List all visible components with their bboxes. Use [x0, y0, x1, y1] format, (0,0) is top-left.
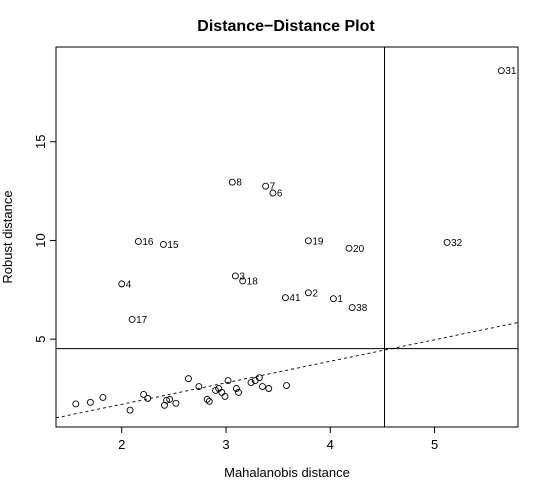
- point-label: 41: [289, 293, 301, 304]
- labeled-data-point: [304, 289, 312, 297]
- point-label: 1: [337, 294, 343, 305]
- labeled-data-point: [281, 294, 289, 302]
- data-point: [72, 400, 80, 408]
- point-label: 8: [236, 178, 242, 189]
- labeled-data-point: [443, 238, 451, 246]
- data-point: [224, 377, 232, 385]
- data-point: [86, 398, 94, 406]
- labeled-data-point: [348, 304, 356, 312]
- x-tick-label: 5: [431, 437, 438, 452]
- y-tick-label: 15: [33, 135, 48, 149]
- y-tick-label: 10: [33, 233, 48, 247]
- point-label: 3: [239, 271, 245, 282]
- point-label: 2: [312, 288, 318, 299]
- labeled-data-point: [228, 178, 236, 186]
- data-point: [259, 383, 266, 390]
- data-point: [283, 382, 290, 389]
- point-label: 4: [126, 279, 132, 290]
- labeled-data-point: [304, 237, 312, 245]
- point-label: 32: [451, 238, 463, 249]
- data-point: [166, 395, 174, 403]
- labeled-data-point: [128, 315, 136, 323]
- point-label: 17: [136, 315, 148, 326]
- point-label: 16: [142, 237, 154, 248]
- labeled-data-point: [345, 244, 353, 252]
- data-point: [184, 375, 192, 383]
- point-label: 18: [247, 276, 259, 287]
- labeled-data-point: [497, 67, 505, 75]
- y-tick-label: 5: [33, 336, 48, 343]
- x-tick-label: 2: [118, 437, 125, 452]
- y-axis-label: Robust distance: [0, 190, 15, 283]
- point-label: 19: [312, 236, 324, 247]
- x-tick-label: 4: [327, 437, 334, 452]
- data-point: [144, 394, 152, 402]
- reference-line: [55, 322, 519, 419]
- plot-frame: [55, 46, 519, 428]
- data-point: [172, 399, 180, 407]
- data-point: [218, 389, 226, 396]
- data-point: [99, 393, 107, 401]
- point-label: 31: [505, 66, 517, 77]
- data-point: [247, 379, 255, 387]
- data-point: [203, 395, 211, 403]
- x-axis-label: Mahalanobis distance: [224, 465, 350, 480]
- labeled-data-point: [159, 240, 167, 248]
- point-label: 15: [167, 240, 179, 251]
- data-point: [140, 390, 148, 398]
- chart-title: Distance−Distance Plot: [197, 18, 375, 35]
- data-point: [163, 396, 170, 404]
- labeled-data-point: [239, 277, 247, 285]
- data-point: [265, 385, 273, 392]
- labeled-data-point: [134, 237, 142, 245]
- data-point: [235, 389, 242, 396]
- data-point: [255, 374, 263, 382]
- data-point: [195, 383, 203, 390]
- point-label: 6: [277, 189, 283, 200]
- labeled-data-point: [262, 182, 270, 190]
- x-tick-label: 3: [222, 437, 229, 452]
- labeled-data-point: [118, 280, 126, 288]
- point-label: 20: [353, 244, 365, 255]
- labeled-data-point: [329, 295, 337, 303]
- point-label: 38: [356, 303, 368, 314]
- data-point: [221, 392, 229, 400]
- data-point: [126, 406, 134, 414]
- labeled-data-point: [231, 272, 239, 280]
- data-point: [205, 397, 213, 405]
- point-label: 7: [270, 182, 276, 193]
- data-point: [232, 385, 240, 392]
- labeled-data-point: [269, 189, 277, 197]
